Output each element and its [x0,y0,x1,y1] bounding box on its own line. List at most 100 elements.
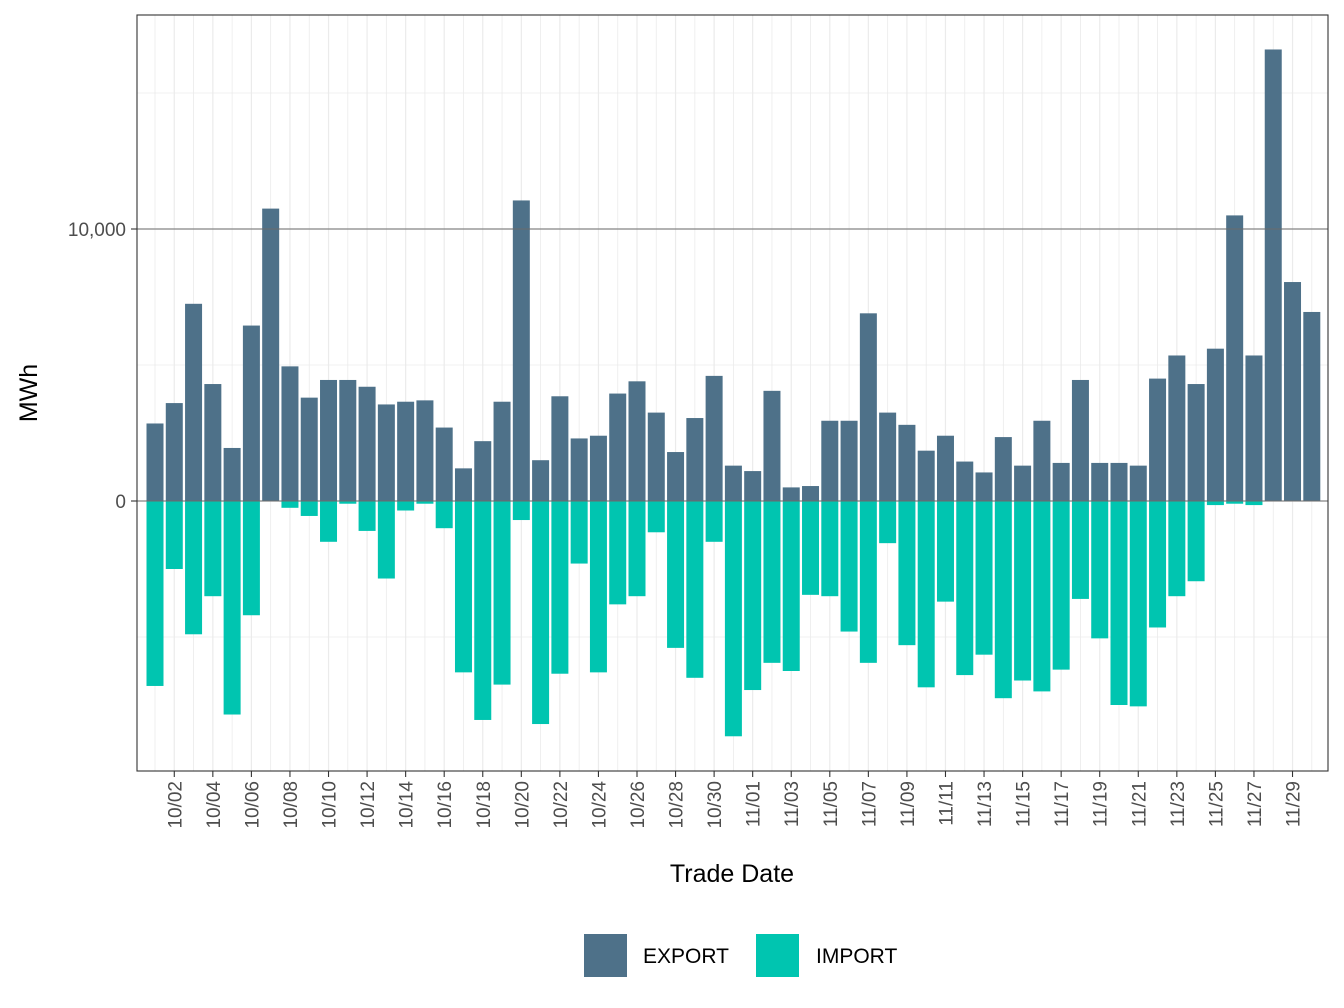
bar-export-10-23 [570,438,588,501]
x-tick-label: 11/25 [1206,781,1227,827]
bar-import-11-21 [1129,501,1147,707]
bar-export-11-03 [782,487,800,501]
x-tick-label: 10/12 [358,781,379,829]
bar-import-11-11 [936,501,954,602]
bar-export-10-06 [242,325,260,501]
x-tick-label: 10/28 [667,781,688,829]
bar-export-10-30 [705,375,723,501]
bar-export-10-07 [262,208,280,501]
bar-export-10-27 [647,412,665,501]
bar-export-11-06 [840,420,858,501]
bar-import-10-09 [300,501,318,516]
bar-import-11-01 [744,501,762,691]
bar-export-11-29 [1284,282,1302,501]
bar-import-11-08 [879,501,897,544]
bar-import-11-22 [1149,501,1167,628]
bar-export-11-15 [1014,465,1032,501]
x-tick-label: 11/13 [975,781,996,827]
bar-import-11-07 [859,501,877,663]
legend-label-import: IMPORT [816,945,897,968]
bar-export-10-09 [300,397,318,501]
bars [137,49,1328,737]
bar-import-10-22 [551,501,569,674]
bar-import-11-14 [994,501,1012,699]
bar-import-10-16 [435,501,453,529]
x-tick-label: 10/14 [397,781,418,829]
bar-export-10-14 [397,401,415,501]
bar-export-11-07 [859,313,877,501]
bar-export-11-16 [1033,420,1051,501]
bar-export-10-10 [320,379,338,501]
bar-export-11-21 [1129,465,1147,501]
bar-import-11-06 [840,501,858,632]
legend-key-import [756,934,799,977]
bar-import-10-15 [416,501,434,504]
bar-export-11-13 [975,472,993,501]
x-tick-label: 11/09 [898,781,919,827]
bar-export-10-24 [589,435,607,501]
bar-export-11-11 [936,435,954,501]
bar-import-10-10 [320,501,338,542]
x-tick-label: 11/17 [1052,781,1073,827]
bar-import-10-03 [185,501,203,635]
bar-import-10-14 [397,501,415,511]
bar-export-10-15 [416,400,434,501]
bar-import-11-03 [782,501,800,671]
x-tick-label: 11/21 [1129,781,1150,827]
bar-import-11-18 [1071,501,1089,599]
bar-import-11-25 [1206,501,1224,506]
bar-export-10-17 [454,468,472,501]
bar-export-11-02 [763,390,781,501]
bar-export-10-19 [493,401,511,501]
x-axis: 10/02 10/04 10/06 10/08 10/10 10/12 10/14 10/16… [165,771,1305,829]
bar-import-10-24 [589,501,607,673]
bar-export-11-14 [994,437,1012,501]
x-tick-label: 10/16 [435,781,456,829]
bar-export-11-19 [1091,462,1109,501]
bar-import-10-26 [628,501,646,597]
x-tick-label: 10/22 [551,781,572,829]
bar-export-11-27 [1245,355,1263,501]
bar-export-10-12 [358,386,376,501]
bar-export-10-21 [532,460,550,501]
bar-export-11-30 [1303,311,1321,501]
x-tick-label: 11/03 [782,781,803,827]
bar-import-11-19 [1091,501,1109,639]
bar-import-10-25 [609,501,627,605]
x-tick-label: 10/06 [242,781,263,829]
bar-export-10-16 [435,427,453,501]
bar-import-10-28 [667,501,685,648]
x-tick-label: 10/30 [705,781,726,829]
bar-export-11-04 [802,486,820,501]
bar-import-11-12 [956,501,974,676]
x-tick-label: 11/19 [1091,781,1112,827]
bar-import-11-23 [1168,501,1186,597]
bar-import-10-29 [686,501,704,678]
x-tick-label: 10/20 [512,781,533,829]
x-axis-title: Trade Date [670,860,794,888]
x-tick-label: 10/04 [204,781,225,829]
bar-import-10-05 [223,501,241,715]
bar-import-10-18 [474,501,492,720]
x-tick-label: 11/05 [821,781,842,827]
bar-export-11-17 [1052,462,1070,501]
bar-import-11-24 [1187,501,1205,582]
bar-export-10-29 [686,418,704,501]
bar-export-10-04 [204,384,222,501]
bar-export-11-18 [1071,379,1089,501]
x-tick-label: 11/27 [1245,781,1266,827]
bar-import-10-17 [454,501,472,673]
x-tick-label: 10/10 [320,781,341,829]
bar-import-10-30 [705,501,723,542]
bar-export-10-11 [339,379,357,501]
bar-export-11-05 [821,420,839,501]
bar-export-10-13 [377,404,395,501]
bar-import-11-26 [1226,501,1244,504]
bar-import-11-20 [1110,501,1128,705]
bar-export-10-08 [281,366,299,501]
y-axis-title: MWh [15,364,43,422]
bar-import-10-20 [512,501,530,521]
bar-export-11-10 [917,450,935,501]
bar-import-10-08 [281,501,299,508]
bar-export-10-26 [628,381,646,501]
